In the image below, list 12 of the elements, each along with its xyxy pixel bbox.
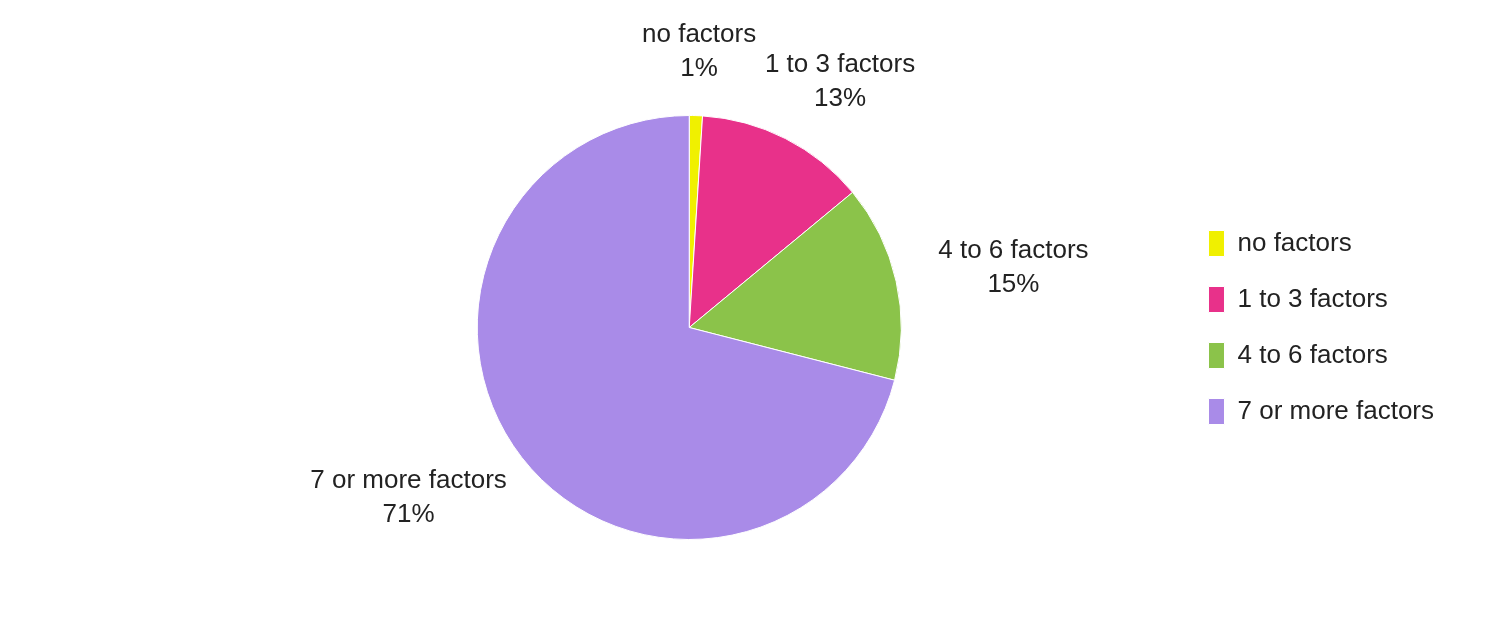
- slice-label: 1 to 3 factors: [764, 47, 916, 78]
- slice-label: 4 to 6 factors: [938, 234, 1089, 265]
- slice-label: no factors: [642, 17, 757, 48]
- data-label: 71%: [382, 498, 435, 529]
- legend-label: no factors: [1237, 226, 1352, 257]
- slice-label: 7 or more factors: [310, 464, 507, 495]
- data-label: 13%: [814, 81, 867, 112]
- data-label: 15%: [987, 268, 1040, 299]
- legend-label: 1 to 3 factors: [1237, 282, 1388, 313]
- data-label: 1%: [680, 51, 718, 82]
- legend-label: 4 to 6 factors: [1237, 338, 1388, 369]
- legend-label: 7 or more factors: [1237, 394, 1434, 425]
